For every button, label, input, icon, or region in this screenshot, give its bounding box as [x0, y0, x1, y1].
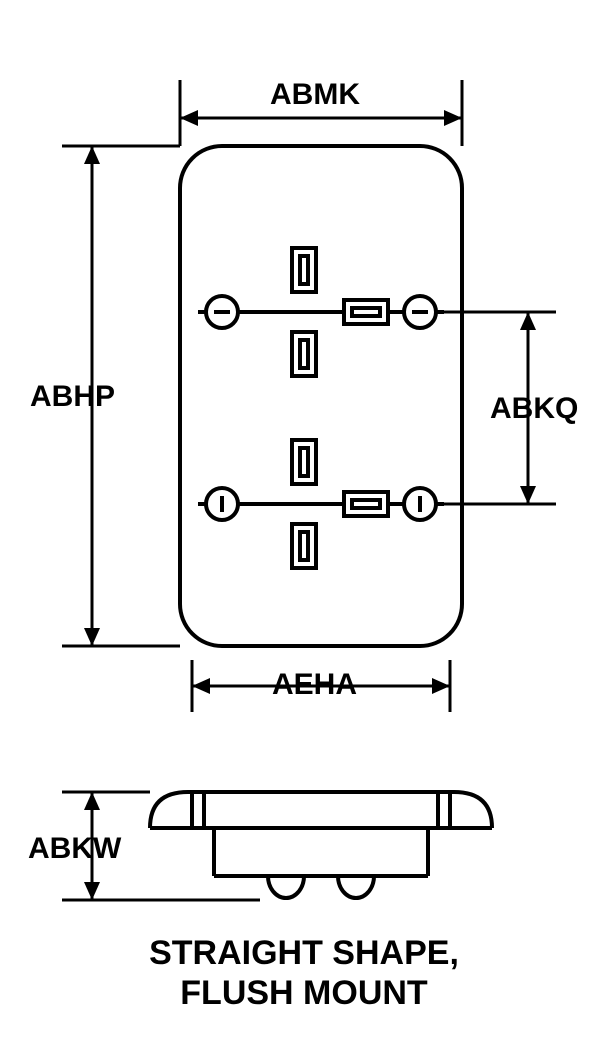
label-abmk: ABMK	[270, 78, 360, 112]
top-view-outline	[180, 146, 462, 646]
diagram-svg	[0, 0, 608, 1060]
label-abhp: ABHP	[30, 380, 115, 414]
caption-line2: FLUSH MOUNT	[0, 974, 608, 1013]
caption-line1: STRAIGHT SHAPE,	[0, 934, 608, 973]
label-abkw: ABKW	[28, 832, 121, 866]
diagram-canvas: ABMK ABHP ABKQ AEHA ABKW STRAIGHT SHAPE,…	[0, 0, 608, 1060]
label-abkq: ABKQ	[490, 392, 578, 426]
side-view	[150, 792, 492, 898]
label-aeha: AEHA	[272, 668, 357, 702]
